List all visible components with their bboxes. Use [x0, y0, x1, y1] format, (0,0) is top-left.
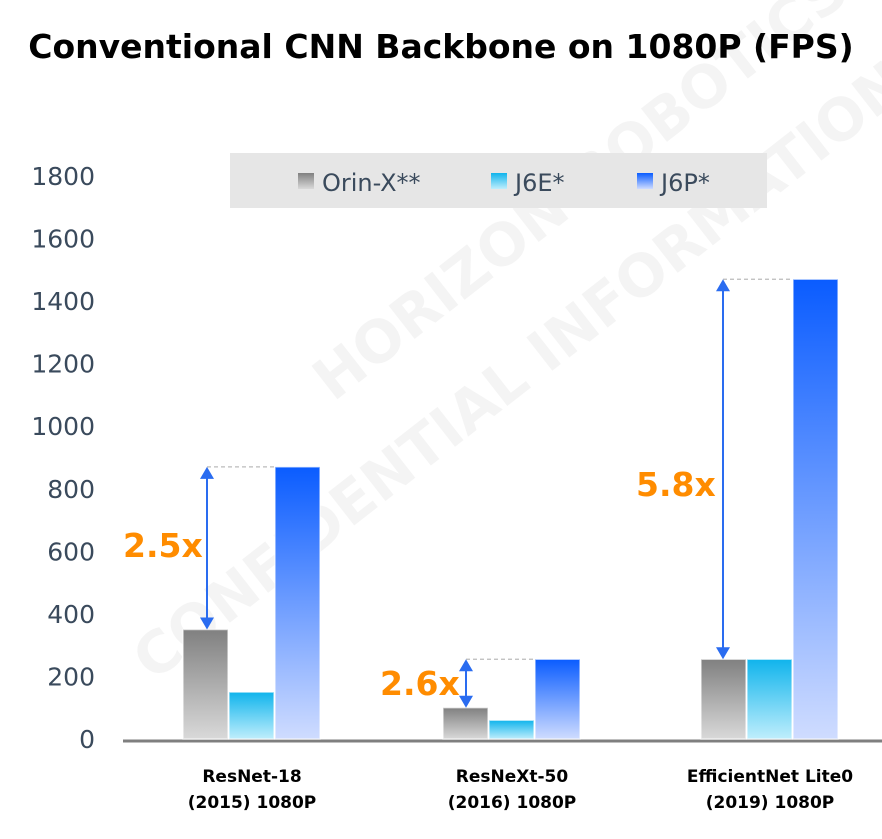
bar — [746, 658, 793, 740]
x-tick-label: ResNeXt-50 — [456, 767, 569, 787]
legend-label: J6E* — [513, 169, 565, 197]
bar — [274, 466, 321, 740]
y-tick-label: 200 — [47, 662, 95, 691]
bar — [792, 278, 839, 740]
x-tick-label: (2015) 1080P — [188, 793, 317, 813]
bar — [534, 658, 581, 740]
x-tick-label: (2016) 1080P — [448, 793, 577, 813]
bar — [182, 628, 229, 740]
bar — [228, 691, 275, 740]
ratio-label: 2.5x — [123, 526, 203, 565]
y-tick-label: 400 — [47, 600, 95, 629]
ratio-label: 2.6x — [380, 664, 460, 703]
arrow-head-up — [716, 279, 730, 292]
y-tick-label: 1000 — [31, 412, 95, 441]
legend-swatch — [298, 173, 314, 189]
bar — [488, 719, 535, 740]
x-tick-label: (2019) 1080P — [706, 793, 835, 813]
y-tick-label: 600 — [47, 537, 95, 566]
x-tick-label: EfficientNet Lite0 — [687, 767, 853, 787]
y-tick-label: 1600 — [31, 225, 95, 254]
legend-label: J6P* — [659, 169, 710, 197]
y-tick-label: 1400 — [31, 287, 95, 316]
chart-title: Conventional CNN Backbone on 1080P (FPS) — [28, 27, 853, 66]
arrow-head-down — [200, 617, 214, 630]
arrow-head-down — [716, 647, 730, 660]
legend-swatch — [491, 173, 507, 189]
arrow-head-down — [459, 695, 473, 708]
legend-label: Orin-X** — [322, 169, 421, 197]
y-tick-label: 1200 — [31, 350, 95, 379]
bar — [442, 706, 489, 740]
y-tick-label: 0 — [79, 725, 95, 754]
bar — [700, 658, 747, 740]
y-tick-label: 1800 — [31, 162, 95, 191]
arrow-head-up — [200, 466, 214, 479]
ratio-label: 5.8x — [636, 465, 716, 504]
arrow-head-up — [459, 659, 473, 672]
x-tick-label: ResNet-18 — [202, 767, 301, 787]
legend-swatch — [637, 173, 653, 189]
y-tick-label: 800 — [47, 475, 95, 504]
